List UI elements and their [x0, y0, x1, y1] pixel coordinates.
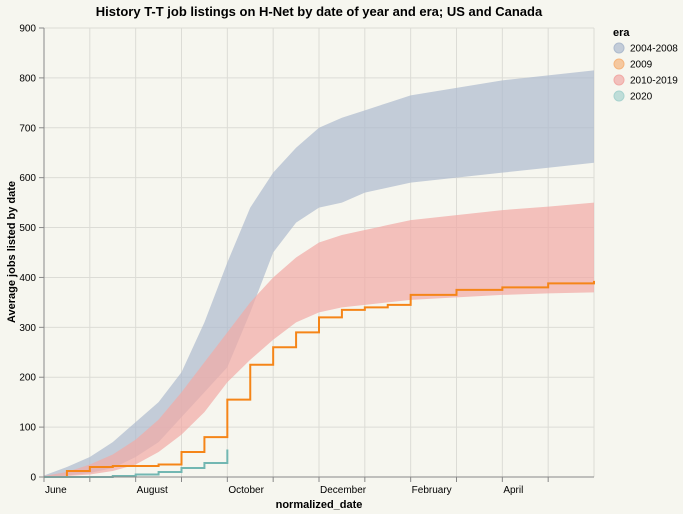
legend-label-2020: 2020	[630, 92, 653, 103]
y-tick-label: 500	[19, 223, 36, 234]
y-tick-label: 100	[19, 423, 36, 434]
y-tick-label: 0	[30, 473, 36, 484]
legend-label-2009: 2009	[630, 60, 653, 71]
legend-swatch-2009	[613, 58, 625, 70]
legend-swatch-2010-2019	[613, 74, 625, 86]
band-2004-2008	[44, 70, 594, 478]
legend-swatch-2004-2008	[613, 42, 625, 54]
y-axis-title: Average jobs listed by date	[6, 181, 18, 323]
x-tick-label: February	[412, 485, 452, 496]
y-tick-label: 400	[19, 273, 36, 284]
band-2010-2019	[44, 202, 594, 477]
x-tick-label: August	[137, 485, 168, 496]
x-tick-label: December	[320, 485, 367, 496]
legend-title: era	[613, 27, 630, 39]
x-tick-label: October	[228, 485, 264, 496]
y-tick-label: 200	[19, 373, 36, 384]
x-tick-label: June	[45, 485, 67, 496]
y-tick-label: 300	[19, 323, 36, 334]
legend-label-2004-2008: 2004-2008	[630, 44, 678, 55]
axes: 0 100 200 300 400 500 600 700 800 900 June August Oc…	[19, 24, 594, 496]
y-tick-label: 700	[19, 123, 36, 134]
legend-label-2010-2019: 2010-2019	[630, 76, 678, 87]
legend: era 2004-2008 2009 2010-2019 2020	[613, 27, 678, 103]
legend-swatch-2020	[613, 90, 625, 102]
chart-title: History T-T job listings on H-Net by dat…	[96, 4, 543, 19]
x-tick-label: April	[503, 485, 523, 496]
y-tick-label: 600	[19, 173, 36, 184]
x-axis-title: normalized_date	[276, 499, 363, 511]
y-tick-label: 900	[19, 24, 36, 35]
line-2009	[44, 280, 595, 478]
y-tick-label: 800	[19, 73, 36, 84]
